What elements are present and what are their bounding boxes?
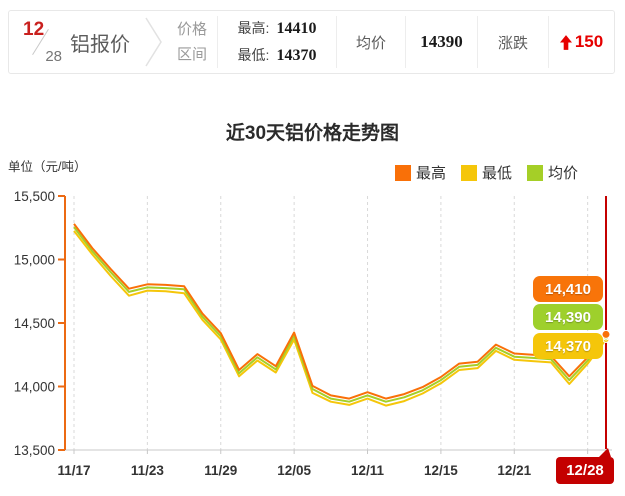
legend-swatch-lowest [460, 164, 477, 181]
legend: 最高 最低 均价 [380, 162, 578, 183]
end-badge-highest: 14,410 [533, 276, 603, 302]
quote-date: 12 28 [22, 19, 62, 65]
high-low-cell: 最高: 14410 最低: 14370 [218, 11, 336, 73]
product-name: 铝报价 [70, 33, 130, 56]
date-month: 12 [23, 19, 45, 40]
change-cell: 150 [559, 32, 604, 52]
divider [548, 16, 549, 68]
legend-label-lowest: 最低 [481, 165, 512, 182]
x-tick-label: 12/21 [497, 463, 531, 478]
divider [217, 16, 218, 68]
end-badge-average: 14,390 [533, 304, 603, 330]
legend-item-highest[interactable]: 最高 [394, 162, 446, 183]
chart-title: 近30天铝价格走势图 [225, 123, 400, 144]
change-value: 150 [574, 32, 604, 51]
unit-label: 单位（元/吨） [8, 160, 87, 174]
low-value: 14370 [276, 47, 317, 64]
y-tick-label: 15,500 [14, 189, 55, 204]
high-row: 最高: 14410 [238, 15, 317, 42]
series-line-average [73, 226, 607, 403]
x-tick-label: 11/23 [131, 463, 165, 478]
legend-label-average: 均价 [547, 165, 578, 182]
price-range-label: 价格 区间 [177, 17, 207, 67]
high-label: 最高: [237, 20, 270, 36]
series-line-highest [73, 223, 607, 400]
x-tick-label: 11/29 [204, 463, 237, 478]
quote-identity: 12 28 铝报价 价格 区间 [9, 11, 217, 73]
y-tick-label: 14,500 [14, 316, 55, 331]
up-arrow-icon [559, 34, 572, 50]
low-label: 最低: [237, 47, 270, 63]
current-date-tag: 12/28 [556, 448, 614, 484]
x-tick-label: 12/05 [277, 463, 311, 478]
end-badge-lowest: 14,370 [533, 333, 603, 359]
date-day: 28 [45, 48, 62, 65]
tag-pointer-icon [599, 448, 611, 457]
y-tick-label: 14,000 [14, 380, 55, 395]
low-row: 最低: 14370 [238, 42, 317, 69]
divider [336, 16, 337, 68]
y-tick-label: 15,000 [14, 253, 55, 268]
chevron-right-icon [145, 17, 162, 67]
x-tick-label: 11/17 [57, 463, 90, 478]
current-date-label: 12/28 [566, 462, 604, 479]
divider [477, 16, 478, 68]
legend-swatch-average [526, 164, 543, 181]
legend-label-highest: 最高 [415, 165, 446, 182]
avg-label: 均价 [355, 34, 386, 52]
end-dot-highest [601, 329, 611, 339]
high-value: 14410 [276, 20, 317, 37]
x-tick-label: 12/11 [351, 463, 385, 478]
avg-value: 14390 [420, 32, 463, 51]
y-tick-label: 13,500 [14, 443, 55, 458]
series-line-lowest [73, 230, 607, 407]
legend-item-lowest[interactable]: 最低 [460, 162, 512, 183]
price-range-line2: 区间 [177, 46, 208, 63]
divider [405, 16, 406, 68]
x-tick-label: 12/15 [424, 463, 458, 478]
change-label: 涨跌 [497, 34, 528, 52]
price-range-line1: 价格 [177, 21, 208, 38]
quote-header: 12 28 铝报价 价格 区间 最高: 14410 最低: 14370 均价 143… [8, 10, 615, 74]
legend-swatch-highest [394, 164, 411, 181]
legend-item-average[interactable]: 均价 [526, 162, 578, 183]
